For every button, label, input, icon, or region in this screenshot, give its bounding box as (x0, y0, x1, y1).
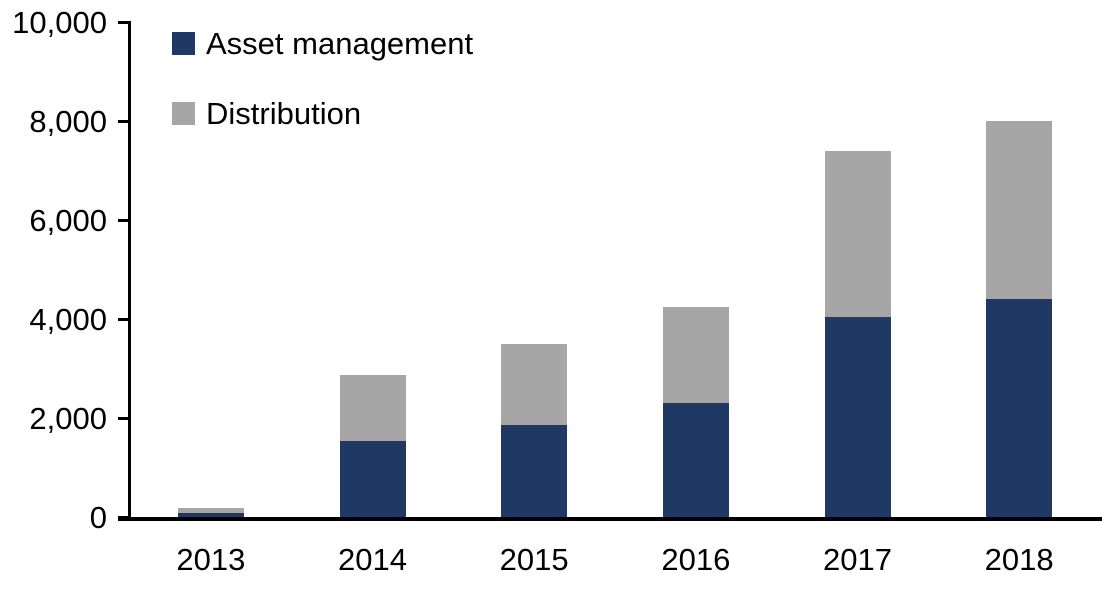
bar-segment-distribution-2015 (501, 343, 568, 426)
bar-segment-distribution-2014 (339, 375, 406, 442)
bar-segment-asset-management-2016 (662, 403, 729, 517)
y-tick (118, 318, 131, 321)
bar-segment-asset-management-2015 (501, 425, 568, 517)
legend-swatch-icon (172, 102, 195, 125)
bar-segment-distribution-2017 (824, 150, 891, 317)
bar-segment-asset-management-2014 (339, 441, 406, 517)
y-tick-label: 8,000 (29, 104, 107, 139)
bar-segment-asset-management-2017 (824, 316, 891, 517)
legend-item-distribution: Distribution (172, 98, 361, 129)
y-tick-label: 2,000 (29, 401, 107, 436)
x-tick-label-2014: 2014 (338, 542, 407, 577)
x-tick-label-2013: 2013 (176, 542, 246, 577)
bar-stack-2013 (177, 508, 244, 517)
bar-segment-distribution-2013 (177, 508, 244, 514)
bar-stack-2015 (501, 343, 568, 517)
x-tick-label-2015: 2015 (499, 542, 569, 577)
x-tick-label-2018: 2018 (984, 542, 1054, 577)
y-tick (118, 219, 131, 222)
x-tick-label-2017: 2017 (823, 542, 892, 577)
legend-item-asset-management: Asset management (172, 28, 473, 59)
bar-segment-distribution-2018 (986, 121, 1053, 300)
bar-stack-2014 (339, 375, 406, 517)
y-tick (118, 21, 131, 24)
x-tick-label-2016: 2016 (661, 542, 731, 577)
bar-stack-2016 (662, 306, 729, 517)
bar-stack-2018 (986, 121, 1053, 517)
bar-segment-distribution-2016 (662, 306, 729, 404)
y-tick-label: 10,000 (12, 5, 107, 40)
legend-label: Asset management (206, 26, 474, 61)
legend-swatch-icon (172, 32, 195, 55)
y-tick-label: 4,000 (29, 302, 107, 337)
y-tick (118, 417, 131, 420)
x-axis-line (118, 517, 1102, 521)
y-tick (118, 516, 131, 519)
bar-segment-asset-management-2018 (986, 299, 1053, 517)
y-tick-label: 0 (89, 500, 107, 535)
y-tick (118, 120, 131, 123)
legend-label: Distribution (206, 96, 362, 131)
bar-stack-2017 (824, 150, 891, 517)
y-axis-line (128, 22, 131, 520)
y-tick-label: 6,000 (29, 203, 107, 238)
bar-segment-asset-management-2013 (177, 513, 244, 517)
